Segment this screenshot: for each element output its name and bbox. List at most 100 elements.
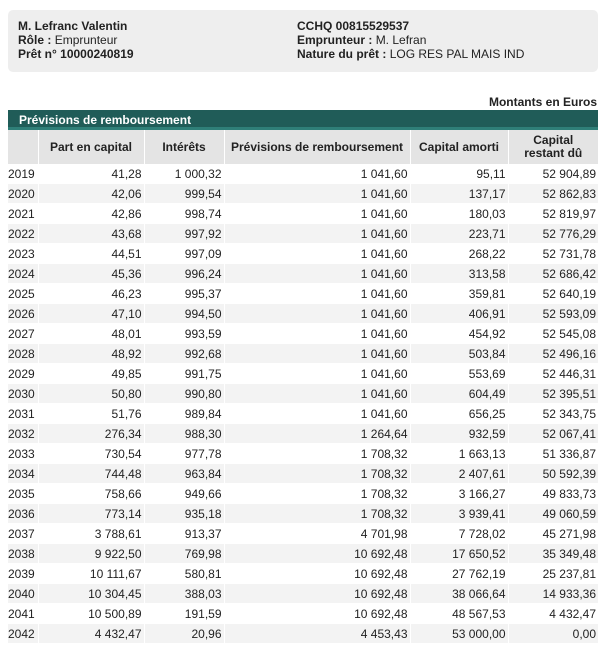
cell-interest: 989,84	[143, 403, 224, 424]
cell-interest: 580,81	[143, 563, 224, 584]
cell-interest: 963,84	[143, 463, 224, 484]
cell-year: 2029	[8, 363, 38, 384]
currency-note: Montants en Euros	[488, 95, 597, 109]
cell-capital-share: 42,86	[37, 203, 144, 224]
cell-remaining: 52 545,08	[507, 323, 598, 344]
cell-remaining: 52 395,51	[507, 383, 598, 404]
cell-remaining: 45 271,98	[507, 523, 598, 544]
cell-amortized: 95,11	[409, 164, 508, 184]
cell-amortized: 27 762,19	[409, 563, 508, 584]
cell-capital-share: 50,80	[37, 383, 144, 404]
table-row: 2035 758,66 949,66 1 708,32 3 166,27 49 833,7…	[8, 483, 598, 504]
cell-remaining: 52 731,78	[507, 243, 598, 264]
borrower-info: M. Lefranc Valentin Rôle : Emprunteur Pr…	[18, 19, 134, 61]
cell-remaining: 52 819,97	[507, 203, 598, 224]
cell-year: 2031	[8, 403, 38, 424]
cell-forecast: 10 692,48	[223, 543, 410, 564]
cell-capital-share: 3 788,61	[37, 523, 144, 544]
table-row: 2034 744,48 963,84 1 708,32 2 407,61 50 592,3…	[8, 463, 598, 484]
cell-remaining: 14 933,36	[507, 583, 598, 604]
borrower-line: Emprunteur : M. Lefran	[297, 33, 524, 47]
cell-year: 2036	[8, 503, 38, 524]
col-header-forecast: Prévisions de remboursement	[223, 130, 410, 164]
loan-details: CCHQ 00815529537 Emprunteur : M. Lefran …	[297, 19, 524, 61]
cell-interest: 998,74	[143, 203, 224, 224]
cell-forecast: 1 708,32	[223, 463, 410, 484]
cell-forecast: 1 041,60	[223, 363, 410, 384]
cell-remaining: 52 496,16	[507, 343, 598, 364]
cell-interest: 993,59	[143, 323, 224, 344]
cell-forecast: 4 701,98	[223, 523, 410, 544]
cell-amortized: 553,69	[409, 363, 508, 384]
cell-forecast: 1 041,60	[223, 243, 410, 264]
cell-remaining: 52 067,41	[507, 423, 598, 444]
cell-forecast: 1 708,32	[223, 443, 410, 464]
table-row: 2021 42,86 998,74 1 041,60 180,03 52 819,97	[8, 203, 598, 224]
cell-amortized: 1 663,13	[409, 443, 508, 464]
nature-value: LOG RES PAL MAIS IND	[389, 47, 525, 61]
cell-interest: 949,66	[143, 483, 224, 504]
cell-year: 2019	[8, 164, 38, 184]
cell-year: 2030	[8, 383, 38, 404]
cell-amortized: 406,91	[409, 303, 508, 324]
cell-amortized: 38 066,64	[409, 583, 508, 604]
col-header-year	[8, 130, 38, 164]
cell-year: 2021	[8, 203, 38, 224]
table-row: 2038 9 922,50 769,98 10 692,48 17 650,52 35 3…	[8, 543, 598, 564]
cell-forecast: 10 692,48	[223, 563, 410, 584]
cell-capital-share: 10 304,45	[37, 583, 144, 604]
cell-amortized: 48 567,53	[409, 603, 508, 624]
borrower-name: M. Lefranc Valentin	[18, 19, 128, 33]
cell-amortized: 223,71	[409, 223, 508, 244]
cell-amortized: 656,25	[409, 403, 508, 424]
cell-year: 2022	[8, 223, 38, 244]
cell-interest: 990,80	[143, 383, 224, 404]
cell-forecast: 1 041,60	[223, 403, 410, 424]
cell-year: 2039	[8, 563, 38, 584]
table-row: 2019 41,28 1 000,32 1 041,60 95,11 52 904,89	[8, 164, 598, 184]
cell-forecast: 1 041,60	[223, 283, 410, 304]
cell-remaining: 25 237,81	[507, 563, 598, 584]
cell-capital-share: 41,28	[37, 164, 144, 184]
cell-amortized: 313,58	[409, 263, 508, 284]
table-row: 2030 50,80 990,80 1 041,60 604,49 52 395,51	[8, 383, 598, 404]
cell-year: 2040	[8, 583, 38, 604]
cell-capital-share: 45,36	[37, 263, 144, 284]
cell-year: 2028	[8, 343, 38, 364]
col-header-remaining: Capital restant dû	[507, 130, 598, 164]
role-value: Emprunteur	[54, 33, 118, 47]
cell-remaining: 49 833,73	[507, 483, 598, 504]
loan-info-panel: M. Lefranc Valentin Rôle : Emprunteur Pr…	[8, 10, 598, 72]
table-row: 2036 773,14 935,18 1 708,32 3 939,41 49 060,5…	[8, 503, 598, 524]
cell-interest: 191,59	[143, 603, 224, 624]
col-header-amortized: Capital amorti	[409, 130, 508, 164]
nature-line: Nature du prêt : LOG RES PAL MAIS IND	[297, 47, 524, 61]
cell-forecast: 1 041,60	[223, 383, 410, 404]
table-row: 2022 43,68 997,92 1 041,60 223,71 52 776,29	[8, 223, 598, 244]
table-row: 2032 276,34 988,30 1 264,64 932,59 52 067,41	[8, 423, 598, 444]
cell-forecast: 1 041,60	[223, 323, 410, 344]
cell-forecast: 1 264,64	[223, 423, 410, 444]
cell-year: 2023	[8, 243, 38, 264]
cell-interest: 935,18	[143, 503, 224, 524]
table-row: 2025 46,23 995,37 1 041,60 359,81 52 640,19	[8, 283, 598, 304]
cell-remaining: 52 904,89	[507, 164, 598, 184]
cell-capital-share: 49,85	[37, 363, 144, 384]
cell-capital-share: 4 432,47	[37, 623, 144, 644]
cell-capital-share: 48,92	[37, 343, 144, 364]
table-row: 2031 51,76 989,84 1 041,60 656,25 52 343,75	[8, 403, 598, 424]
cell-remaining: 51 336,87	[507, 443, 598, 464]
cell-capital-share: 46,23	[37, 283, 144, 304]
cell-capital-share: 758,66	[37, 483, 144, 504]
cell-forecast: 4 453,43	[223, 623, 410, 644]
cell-capital-share: 10 111,67	[37, 563, 144, 584]
table-row: 2041 10 500,89 191,59 10 692,48 48 567,53 4 4…	[8, 603, 598, 624]
cell-interest: 996,24	[143, 263, 224, 284]
cell-interest: 992,68	[143, 343, 224, 364]
cell-forecast: 1 708,32	[223, 503, 410, 524]
col-header-interest: Intérêts	[143, 130, 224, 164]
cell-capital-share: 48,01	[37, 323, 144, 344]
cell-interest: 1 000,32	[143, 164, 224, 184]
cell-interest: 997,92	[143, 223, 224, 244]
cell-year: 2024	[8, 263, 38, 284]
